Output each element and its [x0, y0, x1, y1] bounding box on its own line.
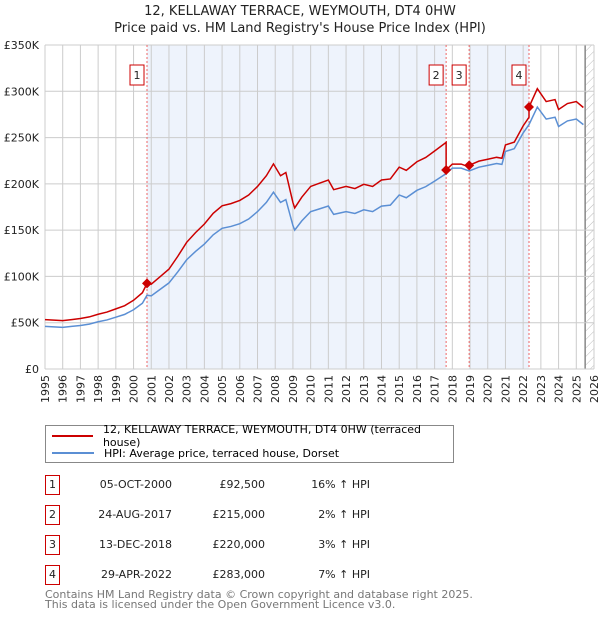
x-tick-label: 2016 [411, 375, 424, 403]
sale-number: 2 [45, 505, 60, 525]
legend-property-label: 12, KELLAWAY TERRACE, WEYMOUTH, DT4 0HW … [102, 423, 421, 449]
y-tick-label: £150K [4, 224, 40, 237]
x-tick-label: 2026 [588, 375, 600, 403]
x-tick-label: 1999 [110, 375, 123, 403]
sale-number-box [129, 64, 145, 86]
sale-number-box [451, 64, 467, 86]
x-tick-label: 2017 [429, 375, 442, 403]
x-tick-label: 2014 [375, 375, 388, 403]
x-tick-label: 2013 [358, 375, 371, 403]
sale-number-label: 3 [456, 69, 463, 82]
sale-date: 24-AUG-2017 [98, 508, 172, 521]
sale-price: £220,000 [212, 538, 266, 551]
sale-hpi-diff: 2% ↑ HPI [318, 508, 370, 521]
legend-hpi-label: HPI: Average price, terraced house, Dors… [104, 446, 340, 460]
x-tick-label: 2009 [287, 375, 300, 403]
x-tick-label: 1997 [74, 375, 87, 403]
sale-row: 3 13-DEC-2018 £220,000 3% ↑ HPI [45, 535, 445, 555]
x-tick-label: 2012 [340, 375, 353, 403]
sale-number-box [428, 64, 444, 86]
sale-price: £215,000 [212, 508, 266, 521]
x-tick-label: 2023 [535, 375, 548, 403]
x-tick-label: 2020 [482, 375, 495, 403]
sale-number-label: 4 [516, 69, 523, 82]
sale-number-label: 2 [433, 69, 440, 82]
legend: 12, KELLAWAY TERRACE, WEYMOUTH, DT4 0HW … [45, 423, 454, 463]
sale-row: 4 29-APR-2022 £283,000 7% ↑ HPI [45, 565, 445, 585]
x-tick-label: 2018 [446, 375, 459, 403]
x-tick-label: 2010 [305, 375, 318, 403]
x-tick-label: 2022 [517, 375, 530, 403]
sale-hpi-diff: 3% ↑ HPI [318, 538, 370, 551]
y-tick-label: £250K [4, 132, 40, 145]
x-tick-label: 2000 [128, 375, 141, 403]
x-tick-label: 2024 [553, 375, 566, 403]
footer-line-1: Contains HM Land Registry data © Crown c… [45, 588, 473, 601]
x-tick-label: 2007 [252, 375, 265, 403]
x-tick-label: 2001 [145, 375, 158, 403]
sale-date: 29-APR-2022 [100, 568, 172, 581]
x-tick-label: 2015 [393, 375, 406, 403]
y-tick-label: £100K [4, 270, 40, 283]
footer-line-2: This data is licensed under the Open Gov… [45, 598, 396, 611]
sale-number: 4 [45, 565, 60, 585]
sale-number-label: 1 [134, 69, 141, 82]
x-tick-label: 2003 [181, 375, 194, 403]
x-tick-label: 2019 [464, 375, 477, 403]
chart-title: 12, KELLAWAY TERRACE, WEYMOUTH, DT4 0HW [144, 4, 456, 19]
y-tick-label: £200K [4, 178, 40, 191]
legend-hpi-line [52, 452, 94, 454]
sale-number-box [511, 64, 527, 86]
sale-row: 1 05-OCT-2000 £92,500 16% ↑ HPI [45, 475, 445, 495]
price-chart: 1995 1996 1997 1998 1999 2000 2001 2002 2003 2004… [4, 39, 600, 403]
x-tick-label: 2002 [163, 375, 176, 403]
sale-hpi-diff: 16% ↑ HPI [311, 478, 370, 491]
x-tick-label: 2004 [198, 375, 211, 403]
x-tick-label: 2008 [269, 375, 282, 403]
legend-property-line [52, 435, 93, 437]
sale-point [441, 164, 452, 175]
x-tick-label: 2005 [216, 375, 229, 403]
y-tick-label: £0 [25, 363, 39, 376]
sale-number: 1 [45, 475, 60, 495]
x-tick-label: 2025 [570, 375, 583, 403]
x-tick-label: 2006 [234, 375, 247, 403]
sale-point [524, 102, 535, 113]
x-tick-label: 1996 [57, 375, 70, 403]
x-tick-label: 1998 [92, 375, 105, 403]
sale-row: 2 24-AUG-2017 £215,000 2% ↑ HPI [45, 505, 445, 525]
x-tick-label: 2011 [322, 375, 335, 403]
sale-point [464, 160, 475, 171]
hpi-line [44, 105, 584, 329]
y-tick-label: £300K [4, 85, 40, 98]
sale-date: 13-DEC-2018 [98, 538, 172, 551]
forecast-hatch [585, 45, 594, 369]
shaded-period [147, 45, 447, 369]
x-tick-label: 2021 [499, 375, 512, 403]
sale-price: £92,500 [219, 478, 266, 491]
shaded-period [469, 45, 530, 369]
y-tick-label: £350K [4, 39, 40, 52]
footer: Contains HM Land Registry data © Crown c… [45, 588, 473, 611]
chart-subtitle: Price paid vs. HM Land Registry's House … [114, 21, 486, 36]
sale-price: £283,000 [212, 568, 266, 581]
x-tick-label: 1995 [39, 375, 52, 403]
y-tick-label: £50K [11, 317, 40, 330]
sale-point [142, 278, 153, 289]
sale-date: 05-OCT-2000 [99, 478, 172, 491]
sale-number: 3 [45, 535, 60, 555]
sale-hpi-diff: 7% ↑ HPI [318, 568, 370, 581]
